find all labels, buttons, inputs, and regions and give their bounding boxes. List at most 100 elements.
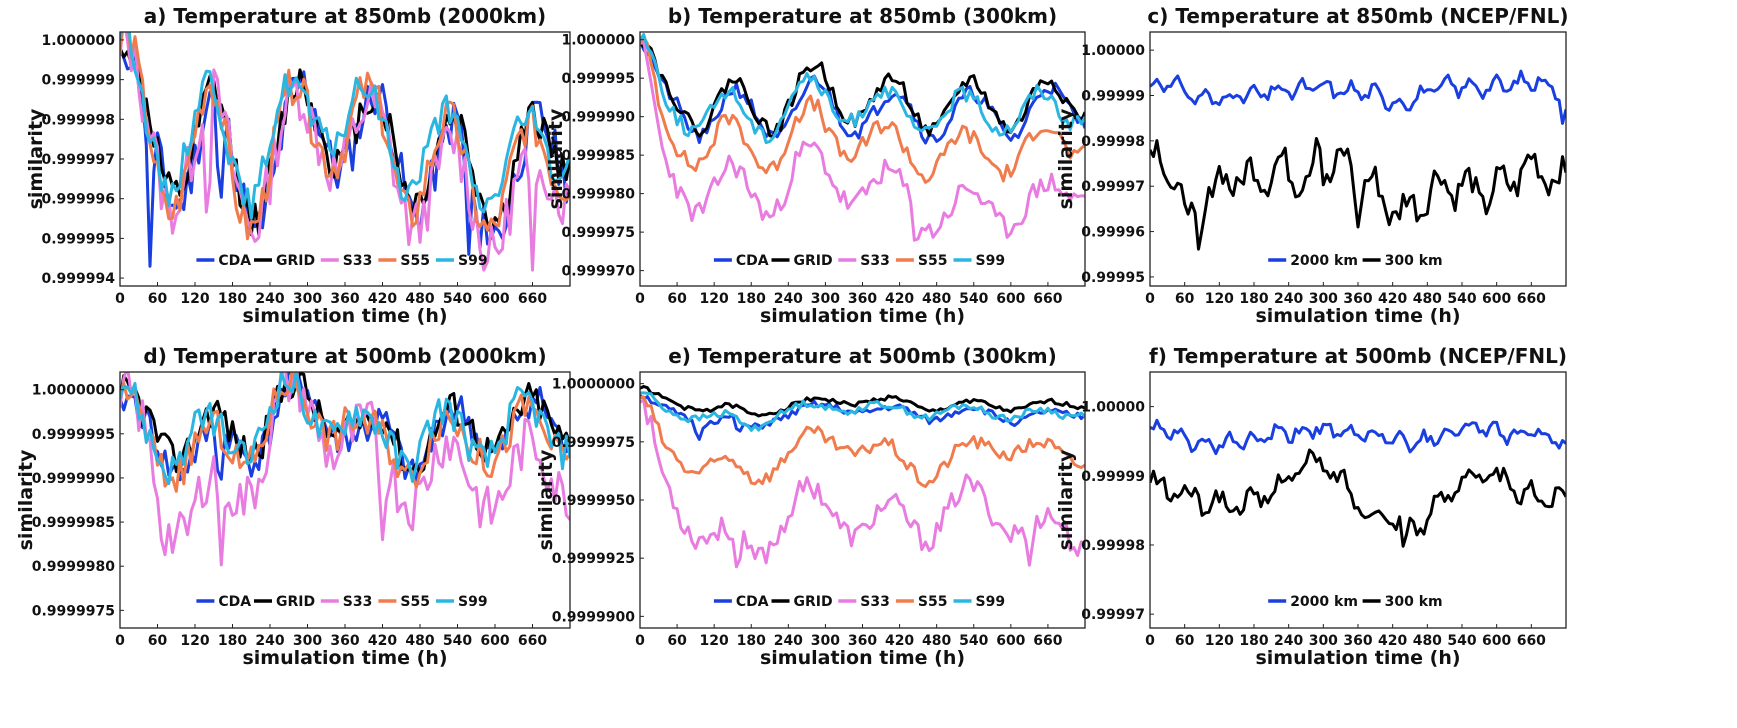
y-tick-label: 0.999994	[41, 271, 115, 287]
series-line-s99	[120, 372, 570, 485]
x-tick-label: 660	[518, 633, 547, 649]
chart-panel-1: a) Temperature at 850mb (2000km) 0 60 120 18…	[25, 4, 571, 327]
x-tick-label: 360	[848, 291, 877, 307]
x-tick-label: 180	[1239, 633, 1268, 649]
y-tick-label: 1.000000	[561, 33, 635, 49]
y-tick-label: 0.99998	[1081, 134, 1145, 150]
y-tick-label: 1.0000000	[32, 383, 116, 399]
x-tick-label: 660	[1033, 633, 1062, 649]
x-tick-label: 300	[1309, 291, 1338, 307]
y-tick-label: 0.999975	[561, 225, 635, 241]
x-axis-label: simulation time (h)	[242, 305, 447, 327]
x-tick-label: 480	[1413, 633, 1442, 649]
y-tick-label: 0.99995	[1081, 270, 1145, 286]
legend-label: CDA	[218, 253, 251, 269]
x-tick-label: 120	[700, 633, 729, 649]
series-line-s55	[640, 395, 1085, 488]
x-tick-label: 600	[996, 291, 1025, 307]
x-tick-label: 540	[443, 633, 472, 649]
legend-label: S99	[458, 253, 488, 269]
y-tick-label: 0.999970	[561, 264, 635, 280]
series-line-cda	[640, 40, 1085, 145]
y-tick-label: 0.999985	[561, 148, 635, 164]
y-tick-label: 0.999999	[41, 73, 115, 89]
x-tick-label: 0	[635, 633, 645, 649]
x-tick-label: 420	[368, 291, 397, 307]
x-tick-label: 60	[667, 633, 687, 649]
legend-label: S99	[458, 594, 488, 610]
x-axis-label: simulation time (h)	[1255, 647, 1460, 669]
chart-title: f) Temperature at 500mb (NCEP/FNL)	[1149, 344, 1567, 368]
chart-panel-4: d) Temperature at 500mb (2000km) 0 60 120 18…	[15, 344, 571, 669]
y-axis-label: similarity	[545, 108, 567, 209]
x-tick-label: 0	[1145, 291, 1155, 307]
y-tick-label: 0.9999995	[32, 427, 115, 443]
legend-label: GRID	[794, 594, 833, 610]
x-tick-label: 660	[1033, 291, 1062, 307]
x-tick-label: 300	[1309, 633, 1338, 649]
x-axis-label: simulation time (h)	[242, 647, 447, 669]
y-tick-label: 0.99996	[1081, 225, 1145, 241]
legend-label: 300 km	[1385, 253, 1443, 269]
y-tick-label: 0.999990	[561, 110, 635, 126]
legend: 2000 km 300 km	[1268, 253, 1443, 269]
y-tick-label: 0.99999	[1081, 469, 1145, 485]
legend-label: S55	[400, 594, 430, 610]
y-axis-label: similarity	[535, 449, 557, 550]
x-tick-label: 480	[405, 633, 434, 649]
x-tick-label: 480	[1413, 291, 1442, 307]
series-line-s99	[640, 33, 1085, 145]
y-tick-label: 0.9999990	[32, 471, 116, 487]
y-tick-label: 0.99997	[1081, 179, 1145, 195]
y-tick-label: 0.9999985	[32, 515, 115, 531]
series-line-300-km	[1150, 448, 1566, 548]
series-line-s33	[640, 40, 1085, 242]
x-tick-label: 360	[330, 633, 359, 649]
legend: CDA GRID S33 S55 S99	[196, 253, 488, 269]
x-tick-label: 300	[293, 633, 322, 649]
series-line-s55	[120, 372, 570, 493]
series-line-s33	[120, 32, 570, 272]
x-tick-label: 180	[737, 291, 766, 307]
x-tick-label: 120	[1205, 633, 1234, 649]
y-tick-label: 0.9999900	[552, 609, 636, 625]
y-axis-label: similarity	[1055, 108, 1077, 209]
legend-label: S33	[343, 594, 373, 610]
y-tick-label: 1.0000000	[552, 377, 636, 393]
x-tick-label: 360	[1343, 633, 1372, 649]
y-tick-label: 0.9999975	[552, 435, 635, 451]
x-tick-label: 600	[996, 633, 1025, 649]
chart-title: e) Temperature at 500mb (300km)	[668, 344, 1057, 368]
series-line-s99	[120, 32, 570, 220]
legend-label: S33	[343, 253, 373, 269]
x-axis-label: simulation time (h)	[760, 305, 965, 327]
x-tick-label: 480	[922, 291, 951, 307]
legend-label: 2000 km	[1290, 253, 1358, 269]
x-tick-label: 420	[885, 633, 914, 649]
series-line-2000-km	[1150, 69, 1566, 125]
series-line-s55	[120, 32, 570, 241]
legend-label: 2000 km	[1290, 594, 1358, 610]
x-tick-label: 420	[885, 291, 914, 307]
legend-label: 300 km	[1385, 594, 1443, 610]
y-tick-label: 0.999997	[41, 152, 115, 168]
legend: 2000 km 300 km	[1268, 594, 1443, 610]
legend-label: S55	[400, 253, 430, 269]
chart-panel-2: b) Temperature at 850mb (300km) 0 60 120 180…	[545, 4, 1086, 327]
x-tick-label: 480	[405, 291, 434, 307]
y-axis-label: similarity	[15, 449, 37, 550]
x-tick-label: 180	[218, 633, 247, 649]
x-tick-label: 0	[1145, 633, 1155, 649]
y-tick-label: 0.999980	[561, 187, 635, 203]
y-tick-label: 0.99999	[1081, 89, 1145, 105]
x-tick-label: 180	[1239, 291, 1268, 307]
legend-label: CDA	[736, 253, 769, 269]
x-tick-label: 0	[635, 291, 645, 307]
x-tick-label: 600	[480, 633, 509, 649]
legend: CDA GRID S33 S55 S99	[196, 594, 488, 610]
legend-label: S55	[918, 594, 948, 610]
y-axis-label: similarity	[1055, 449, 1077, 550]
x-tick-label: 180	[218, 291, 247, 307]
x-tick-label: 420	[1378, 633, 1407, 649]
